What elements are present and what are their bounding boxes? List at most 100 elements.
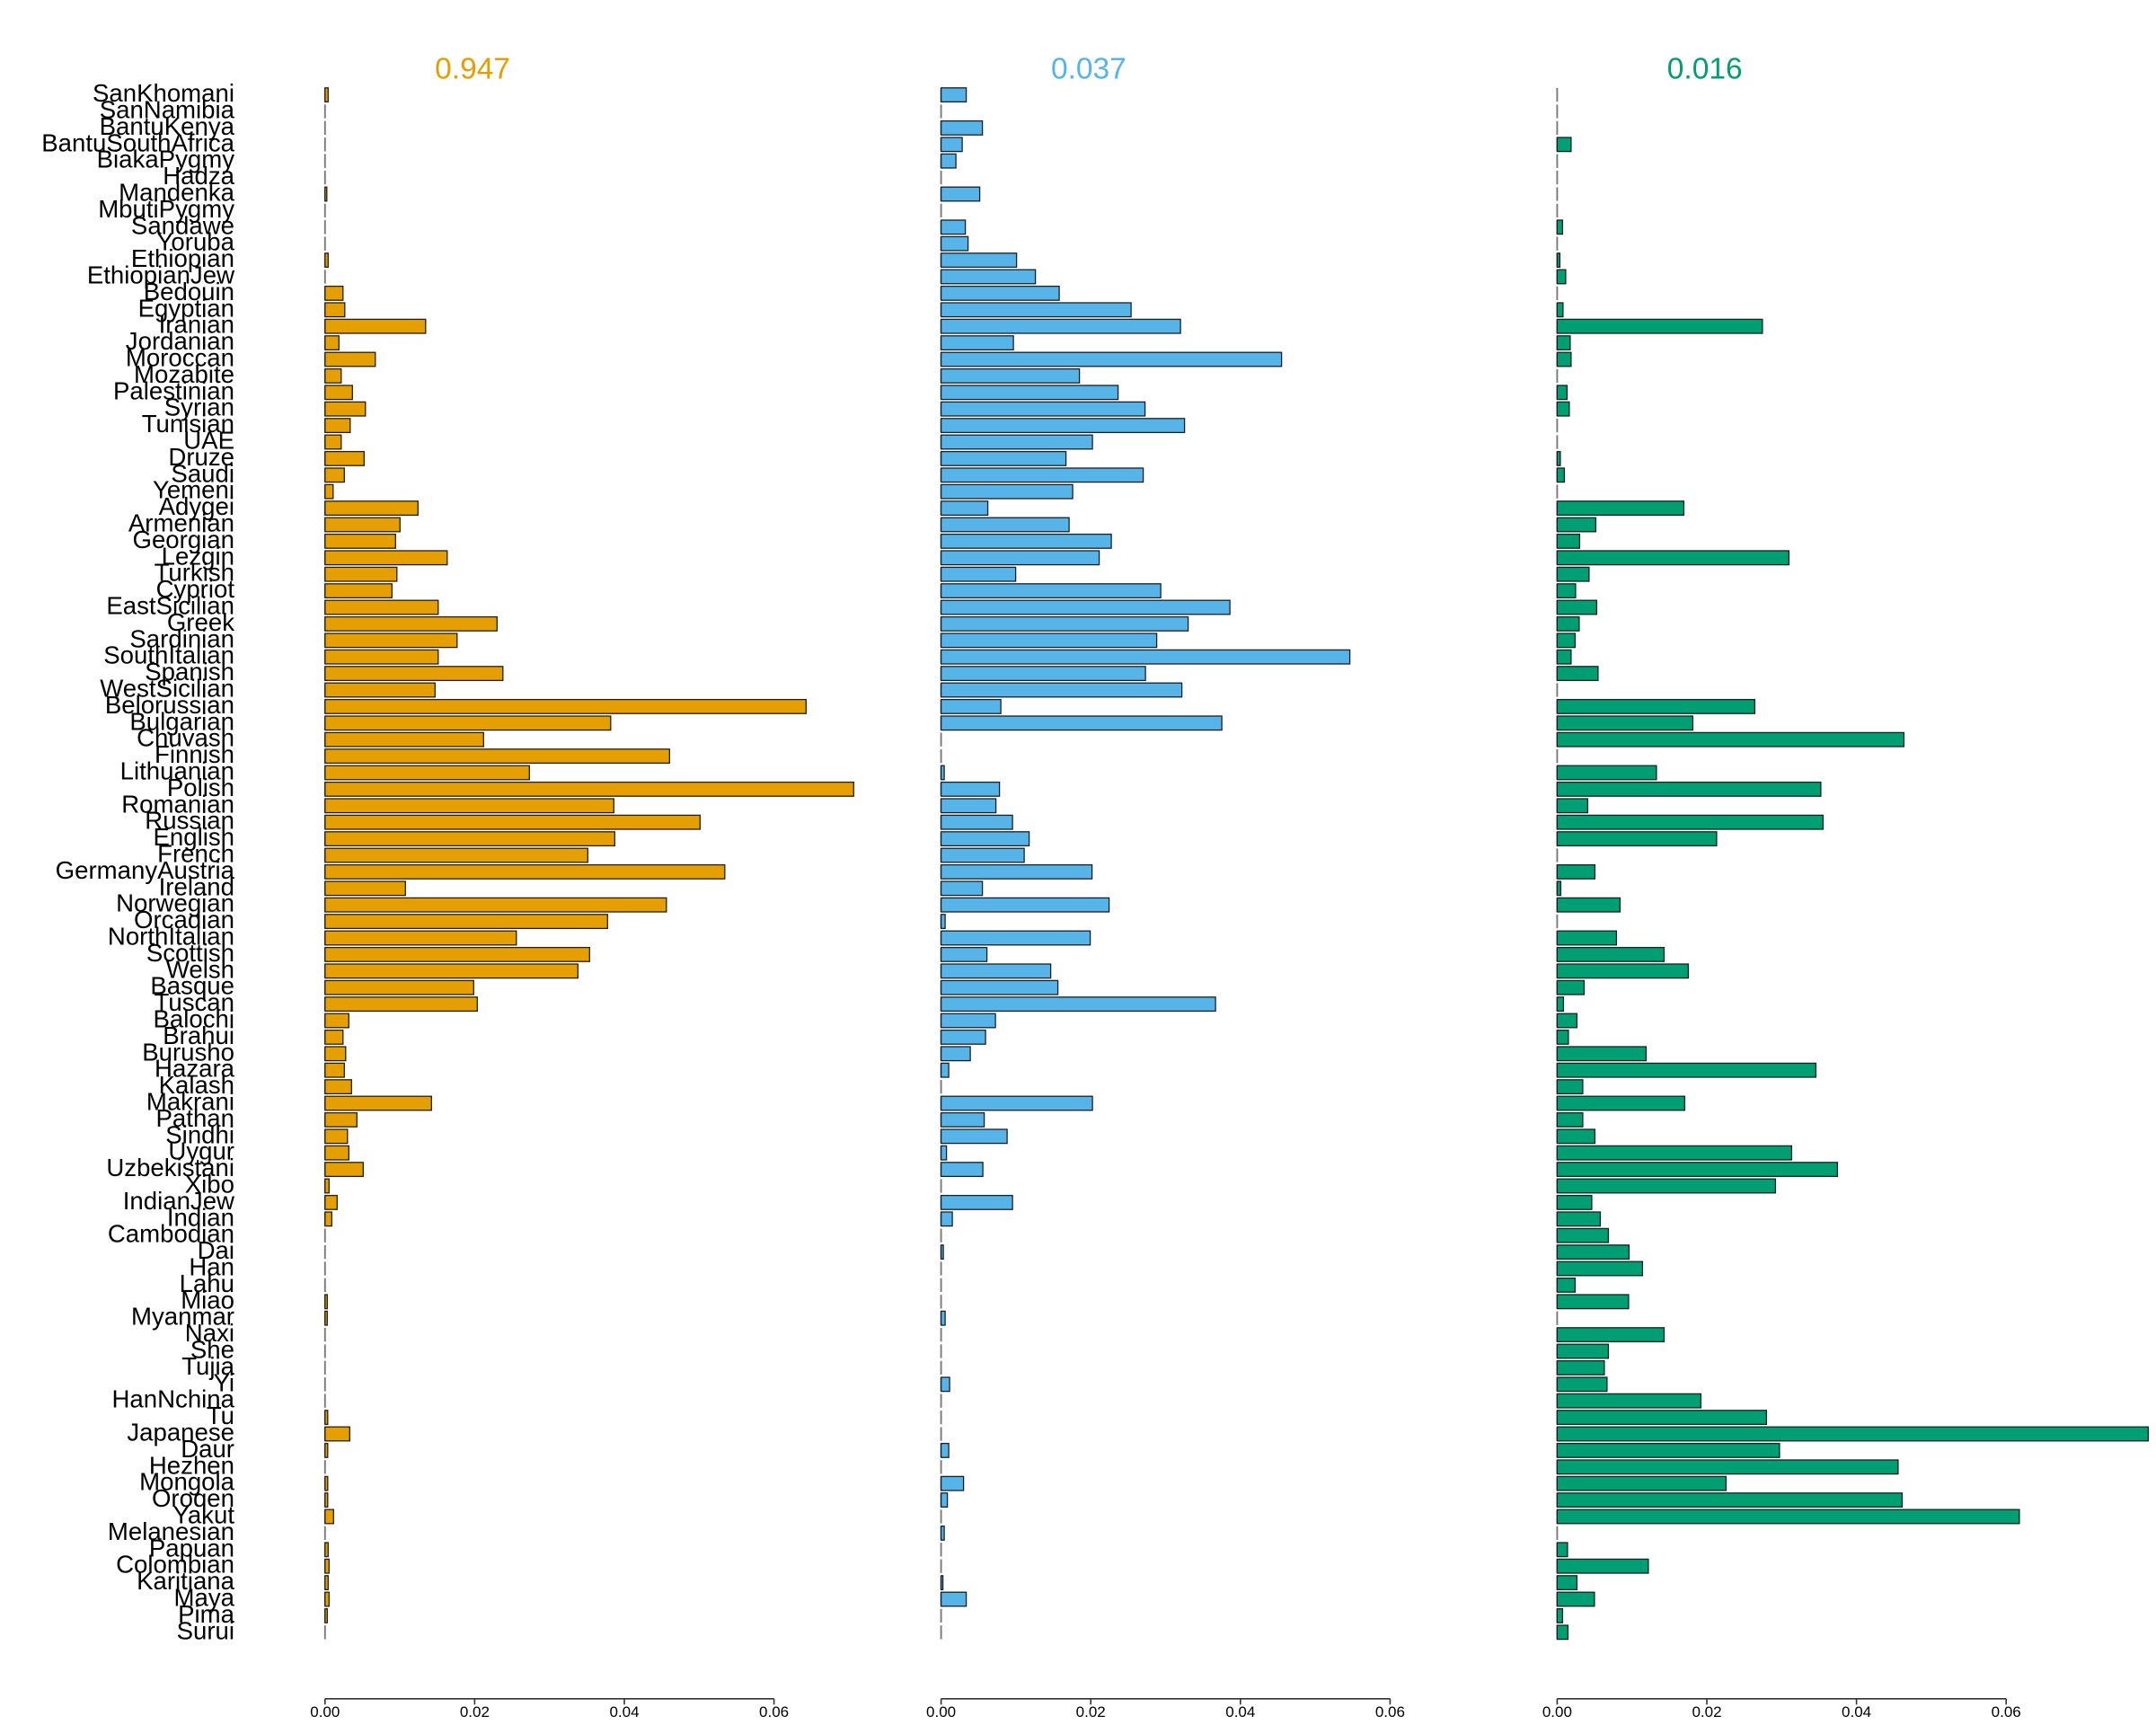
svg-text:0.04: 0.04 (609, 1703, 639, 1721)
svg-text:0.037: 0.037 (1051, 53, 1127, 86)
svg-text:Maya: Maya (174, 1584, 235, 1612)
svg-text:BantuKenya: BantuKenya (100, 112, 235, 140)
svg-text:Egyptian: Egyptian (138, 294, 234, 322)
svg-text:Sardinian: Sardinian (129, 624, 234, 652)
svg-text:0.04: 0.04 (1842, 1703, 1871, 1721)
svg-text:Ireland: Ireland (159, 872, 234, 900)
svg-text:English: English (153, 823, 234, 851)
svg-text:Burusho: Burusho (142, 1038, 234, 1066)
svg-text:Miao: Miao (181, 1286, 234, 1314)
svg-text:0.06: 0.06 (1992, 1703, 2021, 1721)
svg-text:Daur: Daur (181, 1435, 234, 1463)
svg-text:Melanesian: Melanesian (108, 1517, 234, 1545)
svg-text:Yi: Yi (213, 1368, 234, 1396)
svg-text:Saudi: Saudi (171, 459, 234, 487)
svg-text:0.04: 0.04 (1225, 1703, 1255, 1721)
svg-text:Syrian: Syrian (164, 394, 234, 421)
svg-text:Greek: Greek (167, 608, 234, 636)
svg-text:Welsh: Welsh (166, 955, 234, 983)
svg-text:Georgian: Georgian (132, 526, 234, 553)
svg-text:Sindhi: Sindhi (165, 1120, 234, 1148)
svg-text:Hazara: Hazara (155, 1055, 235, 1083)
svg-text:Iranian: Iranian (159, 311, 234, 339)
svg-text:SanKhomani: SanKhomani (93, 79, 234, 107)
svg-text:Jordanian: Jordanian (126, 327, 234, 355)
svg-text:Myanmar: Myanmar (131, 1303, 234, 1331)
svg-text:0.06: 0.06 (759, 1703, 789, 1721)
svg-text:EthiopianJew: EthiopianJew (87, 261, 234, 289)
svg-text:Japanese: Japanese (127, 1419, 234, 1446)
svg-text:Mandenka: Mandenka (119, 179, 235, 207)
svg-text:Yakut: Yakut (172, 1501, 234, 1529)
svg-text:Tuscan: Tuscan (155, 988, 234, 1016)
svg-text:Kalash: Kalash (159, 1071, 234, 1099)
svg-text:Bedouin: Bedouin (144, 278, 234, 305)
svg-text:Druze: Druze (168, 443, 234, 471)
svg-text:Hezhen: Hezhen (149, 1451, 234, 1479)
svg-text:French: French (157, 840, 234, 868)
svg-text:Lezgin: Lezgin (162, 542, 234, 570)
svg-text:0.02: 0.02 (1692, 1703, 1721, 1721)
svg-text:Basque: Basque (150, 972, 234, 1000)
svg-text:Cambodian: Cambodian (108, 1220, 234, 1248)
svg-text:0.016: 0.016 (1667, 53, 1743, 86)
svg-text:GermanyAustria: GermanyAustria (56, 856, 235, 884)
svg-text:Belorussian: Belorussian (105, 691, 234, 719)
svg-text:Tunisian: Tunisian (142, 410, 234, 438)
svg-text:Brahui: Brahui (163, 1022, 234, 1049)
svg-text:Romanian: Romanian (121, 790, 234, 818)
svg-text:Naxi: Naxi (185, 1319, 234, 1347)
svg-text:UAE: UAE (183, 427, 234, 455)
svg-text:IndianJew: IndianJew (123, 1187, 234, 1215)
svg-text:Han: Han (189, 1253, 234, 1281)
svg-text:Orcadian: Orcadian (134, 906, 234, 933)
svg-text:0.00: 0.00 (926, 1703, 956, 1721)
svg-text:0.02: 0.02 (1076, 1703, 1106, 1721)
svg-text:Chuvash: Chuvash (137, 724, 234, 752)
svg-text:Uygur: Uygur (168, 1137, 234, 1165)
svg-text:Palestinian: Palestinian (113, 376, 234, 404)
svg-text:HanNchina: HanNchina (111, 1385, 234, 1413)
svg-text:She: She (190, 1336, 234, 1364)
svg-text:MbutiPygmy: MbutiPygmy (98, 195, 234, 223)
svg-text:SanNamibia: SanNamibia (100, 96, 235, 124)
svg-text:Surui: Surui (177, 1616, 234, 1644)
svg-text:Spanish: Spanish (145, 658, 234, 686)
svg-text:Xibo: Xibo (185, 1171, 234, 1199)
svg-text:Mongola: Mongola (139, 1468, 235, 1496)
svg-text:Mozabite: Mozabite (134, 360, 234, 388)
svg-text:Yemeni: Yemeni (153, 476, 234, 504)
svg-text:Lahu: Lahu (180, 1269, 234, 1297)
svg-text:Turkish: Turkish (155, 559, 234, 587)
svg-text:Makrani: Makrani (146, 1088, 234, 1116)
svg-text:Armenian: Armenian (128, 509, 234, 537)
svg-text:Adygei: Adygei (159, 492, 234, 520)
svg-text:Bulgarian: Bulgarian (129, 707, 234, 735)
svg-text:Cypriot: Cypriot (156, 575, 235, 603)
svg-text:Sandawe: Sandawe (131, 211, 234, 239)
svg-text:EastSicilian: EastSicilian (106, 592, 234, 620)
svg-text:Pima: Pima (178, 1600, 235, 1628)
svg-text:Russian: Russian (145, 807, 234, 835)
svg-text:Balochi: Balochi (153, 1005, 234, 1033)
svg-text:Tujia: Tujia (181, 1352, 234, 1380)
svg-text:Papuan: Papuan (149, 1534, 234, 1561)
svg-text:0.00: 0.00 (310, 1703, 340, 1721)
svg-text:Colombian: Colombian (116, 1551, 234, 1579)
svg-text:0.06: 0.06 (1375, 1703, 1405, 1721)
svg-text:Tu: Tu (207, 1402, 234, 1429)
svg-text:Norwegian: Norwegian (116, 889, 234, 917)
svg-text:Hadza: Hadza (163, 162, 234, 190)
svg-text:SouthItalian: SouthItalian (103, 641, 234, 669)
svg-text:Indian: Indian (167, 1203, 234, 1231)
svg-text:0.947: 0.947 (435, 53, 510, 86)
svg-text:Finnish: Finnish (155, 740, 234, 768)
svg-text:Yoruba: Yoruba (157, 228, 235, 256)
svg-text:BantuSouthAfrica: BantuSouthAfrica (41, 128, 234, 156)
svg-text:0.02: 0.02 (460, 1703, 490, 1721)
svg-text:Uzbekistani: Uzbekistani (106, 1154, 234, 1181)
svg-text:Dai: Dai (198, 1236, 234, 1264)
svg-text:BiakaPygmy: BiakaPygmy (97, 146, 235, 173)
svg-text:Moroccan: Moroccan (126, 344, 234, 372)
svg-text:NorthItalian: NorthItalian (108, 923, 234, 951)
